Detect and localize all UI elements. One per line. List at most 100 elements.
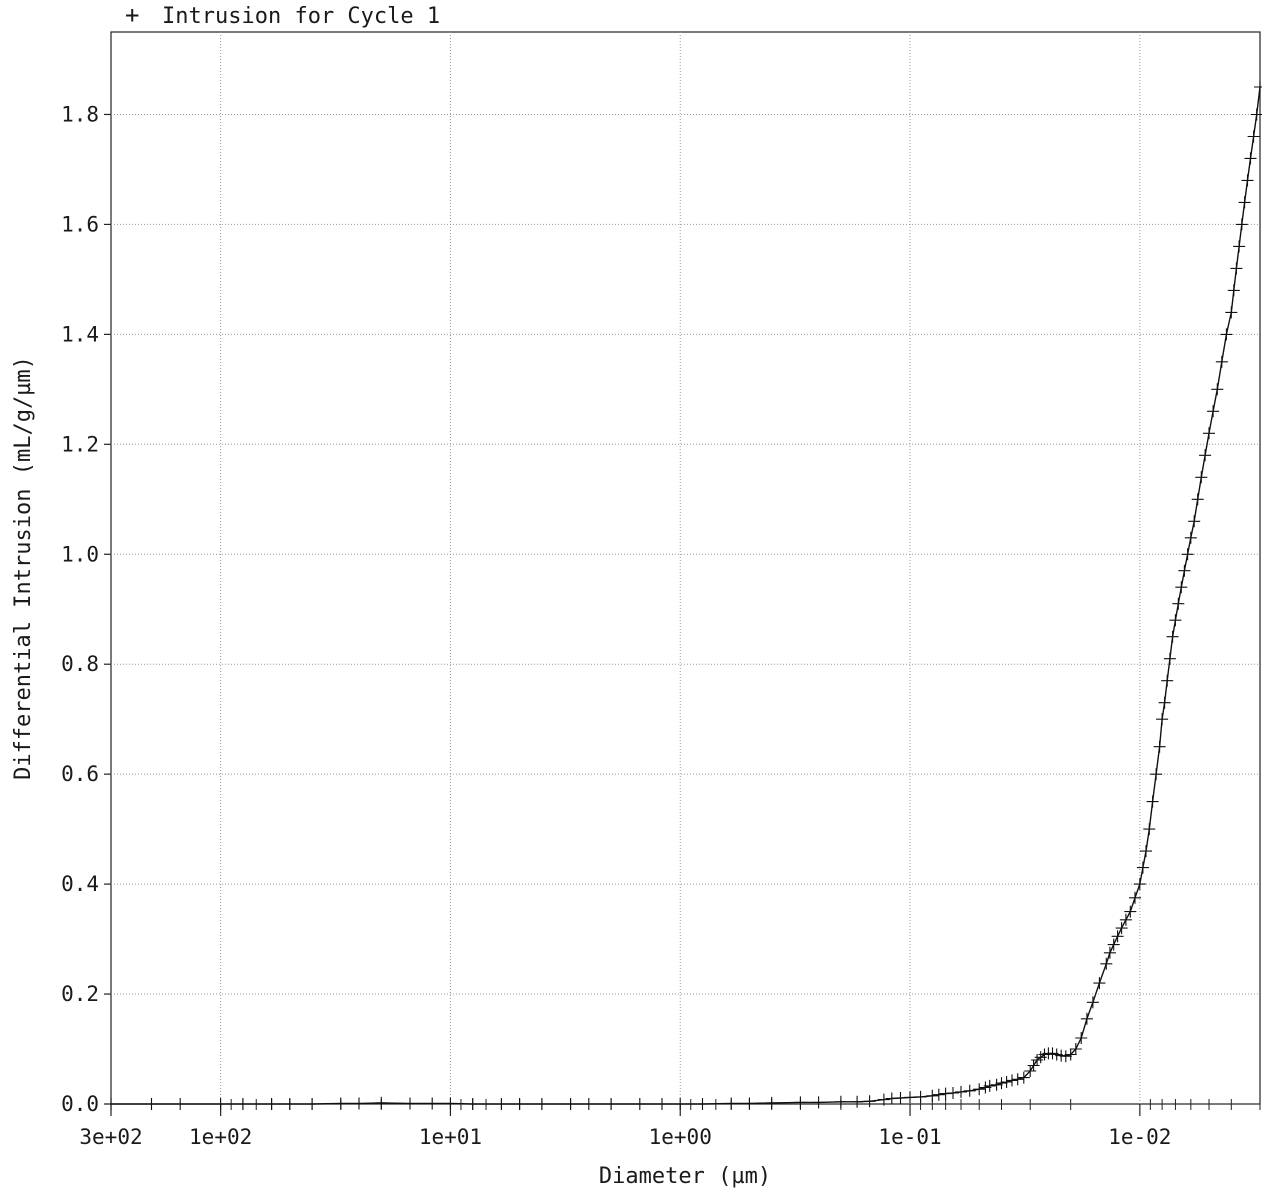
data-point-marker <box>1225 306 1238 319</box>
data-point-marker <box>1169 614 1182 627</box>
data-point-marker <box>990 1078 1003 1091</box>
data-point-marker <box>426 1097 439 1110</box>
data-point-marker <box>1143 823 1156 836</box>
y-tick-label: 0.8 <box>61 652 99 676</box>
data-point-marker <box>1006 1074 1018 1087</box>
plot-frame <box>110 31 1261 1105</box>
data-point-marker <box>265 1098 278 1110</box>
y-axis-label: Differential Intrusion (mL/g/µm) <box>11 356 36 780</box>
data-point-marker <box>1024 1065 1037 1077</box>
data-point-marker <box>1184 531 1197 544</box>
data-point-marker <box>1241 174 1254 187</box>
data-point-marker <box>1161 674 1174 687</box>
data-point-marker <box>983 1079 996 1092</box>
data-point-marker <box>1011 1073 1024 1086</box>
data-point-marker <box>1000 1076 1013 1088</box>
series-line <box>111 86 1261 1105</box>
data-point-marker <box>877 1093 890 1106</box>
data-point-marker <box>656 1098 668 1110</box>
data-point-marker <box>1086 996 1099 1009</box>
data-point-marker <box>995 1077 1008 1090</box>
data-point-marker <box>582 1098 595 1110</box>
y-tick-label: 1.2 <box>61 432 99 456</box>
data-point-marker <box>535 1098 548 1110</box>
data-point-marker <box>495 1098 508 1110</box>
y-axis: 0.0 0.2 0.4 0.6 0.8 1.0 1.2 1.4 1.6 1.8 <box>61 102 111 1116</box>
data-point-marker <box>1093 977 1106 990</box>
data-point-marker <box>1207 405 1220 418</box>
data-point-marker <box>466 1098 479 1110</box>
data-point-marker <box>834 1095 847 1108</box>
data-point-marker <box>283 1098 296 1110</box>
y-tick-label: 0.6 <box>61 762 99 786</box>
y-tick-label: 1.8 <box>61 102 99 126</box>
data-point-marker <box>1017 1071 1030 1084</box>
data-point-marker <box>1100 957 1113 970</box>
data-point-marker <box>1172 597 1185 610</box>
data-point-marker <box>1158 696 1171 709</box>
data-point-marker <box>1211 383 1224 396</box>
series-layer <box>105 81 1262 1110</box>
data-point-marker <box>1191 493 1204 506</box>
data-point-marker <box>1227 284 1240 297</box>
data-point-marker <box>1175 581 1188 594</box>
data-point-marker <box>1181 548 1194 561</box>
data-point-marker <box>1080 1012 1093 1025</box>
data-point-marker <box>1199 449 1212 462</box>
data-point-marker <box>914 1090 927 1103</box>
data-point-marker <box>812 1096 825 1109</box>
data-point-marker <box>932 1088 945 1101</box>
data-point-marker <box>1140 845 1152 858</box>
data-point-marker <box>674 1098 687 1110</box>
x-tick-label: 3e+02 <box>79 1125 142 1149</box>
data-point-marker <box>973 1083 986 1096</box>
data-point-marker <box>1250 108 1262 121</box>
data-point-marker <box>1031 1054 1044 1066</box>
data-point-marker <box>444 1097 457 1110</box>
data-point-marker <box>947 1087 959 1099</box>
data-point-marker <box>334 1097 347 1110</box>
data-point-marker <box>174 1098 187 1110</box>
x-tick-label: 1e-01 <box>878 1125 941 1149</box>
data-point-marker <box>1119 913 1132 926</box>
data-point-marker <box>1178 564 1191 577</box>
data-point-marker <box>1069 1043 1082 1055</box>
data-point-marker <box>894 1092 907 1104</box>
data-point-marker <box>564 1098 577 1110</box>
y-tick-label: 1.6 <box>61 212 99 236</box>
x-axis-label: Diameter (µm) <box>599 1164 771 1189</box>
y-tick-label: 1.4 <box>61 322 99 346</box>
x-tick-label: 1e+02 <box>189 1125 252 1149</box>
x-tick-label: 1e+00 <box>649 1125 712 1149</box>
data-point-marker <box>904 1091 916 1104</box>
data-point-marker <box>1230 262 1243 275</box>
data-point-marker <box>1150 768 1163 781</box>
data-point-marker <box>743 1097 756 1110</box>
data-point-marker <box>765 1096 778 1109</box>
data-point-marker <box>1129 891 1141 904</box>
data-point-marker <box>236 1098 249 1110</box>
data-point-marker <box>1133 878 1146 891</box>
data-point-marker <box>1244 152 1257 165</box>
data-point-marker <box>1215 355 1228 368</box>
data-point-marker <box>1220 328 1233 341</box>
data-point-marker <box>1254 81 1262 93</box>
data-point-marker <box>1103 946 1116 959</box>
data-point-marker <box>1238 196 1251 209</box>
data-point-marker <box>145 1098 158 1110</box>
data-point-marker <box>1166 630 1179 643</box>
data-point-marker <box>1027 1059 1040 1072</box>
x-axis: 3e+02 1e+02 1e+01 1e+00 1e-01 1e-02 <box>79 1099 1261 1149</box>
y-tick-label: 1.0 <box>61 542 99 566</box>
data-point-marker <box>1203 427 1215 440</box>
data-point-marker <box>513 1098 526 1110</box>
legend-label: Intrusion for Cycle 1 <box>162 4 440 29</box>
data-point-marker <box>1188 515 1201 528</box>
y-tick-label: 0.0 <box>61 1092 99 1116</box>
data-point-marker <box>1107 938 1120 951</box>
data-point-marker <box>794 1096 807 1109</box>
data-point-marker <box>1247 130 1260 143</box>
data-point-marker <box>1136 861 1149 874</box>
data-point-marker <box>1153 740 1166 753</box>
